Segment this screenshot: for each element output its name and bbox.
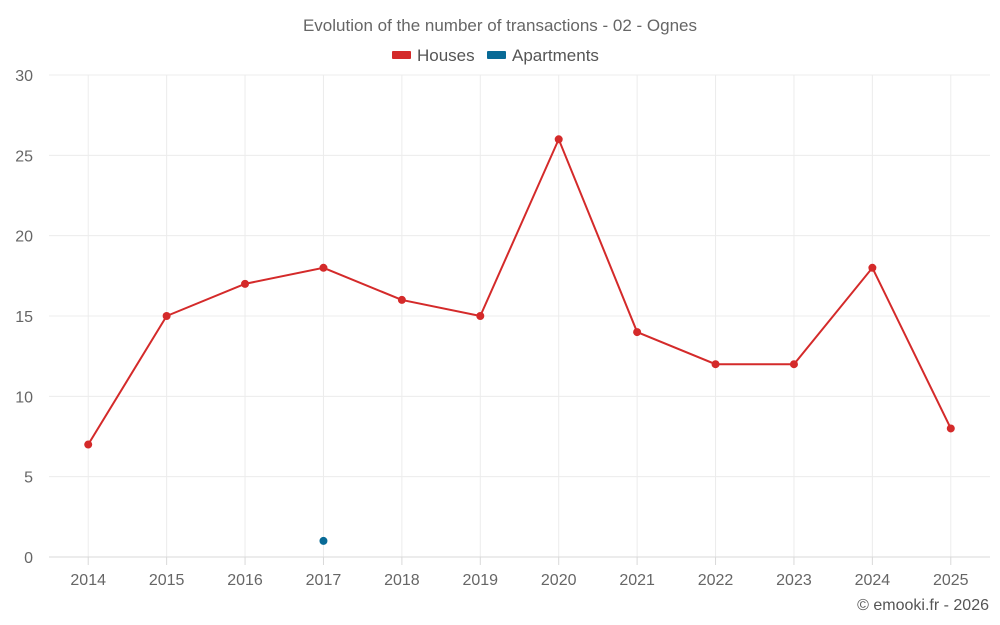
legend-swatch-houses [392,51,411,59]
series-line-houses [87,136,952,446]
legend-item-houses[interactable]: Houses [392,46,475,65]
chart-axes [49,556,990,565]
y-tick-label-20: 20 [15,229,33,246]
chart-title: Evolution of the number of transactions … [303,16,697,35]
chart-credit: © emooki.fr - 2026 [857,597,989,614]
x-tick-label-2017: 2017 [306,572,342,589]
x-tick-label-2022: 2022 [698,572,734,589]
chart-grid [49,74,990,558]
data-point-houses-2022[interactable]: Houses 2022: 12 [711,360,720,369]
data-point-houses-2024[interactable]: Houses 2024: 18 [868,263,877,272]
y-tick-label-0: 0 [24,550,33,567]
x-tick-label-2018: 2018 [384,572,420,589]
data-point-houses-2021[interactable]: Houses 2021: 14 [633,328,642,337]
x-tick-label-2014: 2014 [70,572,106,589]
x-tick-label-2015: 2015 [149,572,185,589]
series-lines [87,136,952,446]
y-tick-label-5: 5 [24,470,33,487]
x-tick-label-2023: 2023 [776,572,812,589]
y-tick-label-10: 10 [15,389,33,406]
x-tick-label-2016: 2016 [227,572,263,589]
data-point-houses-2015[interactable]: Houses 2015: 15 [162,312,171,320]
data-point-houses-2018[interactable]: Houses 2018: 16 [397,295,406,304]
data-point-apartments-2017[interactable]: Apartments 2017: 1 [319,536,328,545]
y-tick-label-25: 25 [15,148,33,165]
legend-label-apartments: Apartments [512,46,599,65]
data-point-houses-2020[interactable]: Houses 2020: 26 [554,135,563,144]
data-point-houses-2014[interactable]: Houses 2014: 7 [84,440,93,449]
legend-label-houses: Houses [417,46,475,65]
legend-swatch-apartments [487,51,506,59]
x-tick-label-2020: 2020 [541,572,577,589]
y-tick-label-30: 30 [15,68,33,85]
x-tick-label-2024: 2024 [855,572,891,589]
y-tick-label-15: 15 [15,309,33,326]
data-point-houses-2019[interactable]: Houses 2019: 15 [476,312,485,320]
chart-legend: Houses Apartments [392,46,599,65]
legend-item-apartments[interactable]: Apartments [487,46,599,65]
x-tick-label-2025: 2025 [933,572,969,589]
data-point-houses-2016[interactable]: Houses 2016: 17 [241,279,250,288]
data-point-houses-2017[interactable]: Houses 2017: 18 [319,263,328,272]
x-tick-label-2021: 2021 [619,572,655,589]
data-point-houses-2025[interactable]: Houses 2025: 8 [946,424,955,433]
data-points: Houses 2014: 7 Houses 2015: 15 Houses 2016… [84,135,955,545]
data-point-houses-2023[interactable]: Houses 2023: 12 [789,360,798,369]
x-tick-label-2019: 2019 [462,572,498,589]
